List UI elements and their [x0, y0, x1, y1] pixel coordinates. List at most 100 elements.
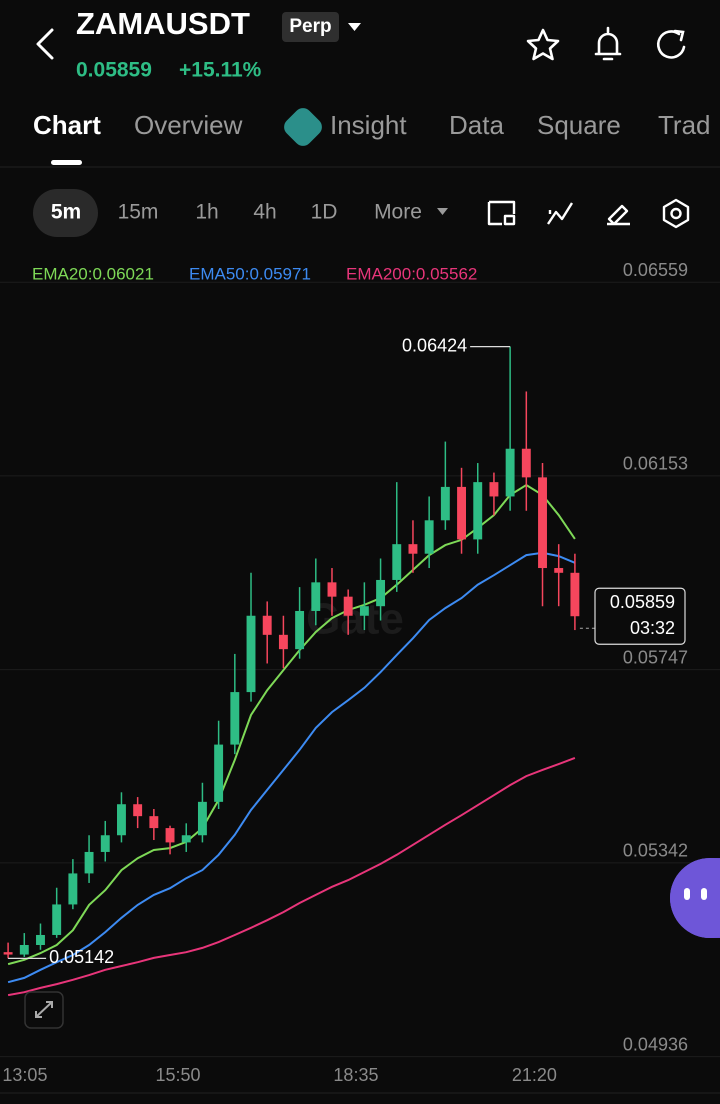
tab-bar: Chart Overview Insight Data Square Trad [33, 104, 711, 149]
candle-body [197, 801, 207, 836]
badge-bg [282, 12, 339, 42]
candle-body [359, 606, 369, 616]
alert-button[interactable] [594, 26, 622, 61]
timeframe-selected[interactable] [33, 189, 98, 237]
timeframe[interactable]: 5m [51, 201, 81, 224]
candle-body [570, 572, 580, 617]
chart: Gate 0.06559 0.06153 0.05747 0.05342 0.04936 1… [0, 260, 720, 1085]
price-tag-countdown: 03:32 [630, 618, 675, 638]
symbol[interactable]: ZAMAUSDT [76, 6, 250, 41]
candle-body [392, 544, 402, 580]
refresh-button[interactable] [656, 29, 686, 59]
candle-body [311, 582, 321, 611]
candle-body [457, 486, 466, 540]
candle-body [230, 692, 240, 745]
price-tag-value: 0.05859 [610, 592, 675, 612]
candle-body [489, 482, 499, 497]
tab[interactable]: Data [449, 110, 504, 140]
candle-body [473, 482, 483, 540]
timeframe[interactable]: 1h [195, 201, 218, 224]
timeframe[interactable]: 4h [253, 201, 276, 224]
candle-body [440, 486, 450, 521]
tab-indicator [51, 160, 82, 165]
candle-body [149, 816, 159, 829]
low-label: 0.05142 [49, 947, 114, 967]
timeframe[interactable]: More [374, 201, 422, 224]
back-button[interactable] [36, 28, 54, 60]
settings-icon[interactable] [670, 207, 682, 220]
symbol-dropdown[interactable] [348, 23, 361, 31]
candle-body [327, 582, 337, 597]
toolbar [487, 198, 690, 229]
y-tick-label: 0.05342 [623, 841, 688, 861]
candle-body [181, 835, 191, 843]
ema-line [7, 756, 576, 997]
candle-body [36, 934, 45, 945]
ema-line [7, 551, 576, 984]
candle-body [246, 615, 256, 693]
badge: Perp [289, 16, 331, 37]
x-tick-label: 13:05 [2, 1065, 47, 1085]
y-tick-label: 0.04936 [623, 1034, 688, 1054]
refresh-arrow[interactable] [673, 29, 685, 42]
tab[interactable]: Square [537, 110, 621, 140]
candle-body [68, 873, 78, 905]
x-tick-label: 21:20 [512, 1065, 557, 1085]
tab[interactable]: Overview [134, 110, 243, 140]
candle-body [3, 952, 13, 955]
candle-body [343, 596, 353, 616]
legend-entry: EMA20:0.06021 [32, 264, 154, 283]
tab[interactable]: Chart [33, 110, 101, 140]
last-price: 0.05859 [76, 59, 152, 82]
candle-body [538, 477, 547, 569]
legend-entry: EMA50:0.05971 [189, 264, 311, 283]
candle-body [278, 634, 288, 650]
timeframe[interactable]: 1D [311, 201, 338, 224]
expand-icon[interactable] [35, 1001, 53, 1018]
candle-body [133, 804, 143, 817]
price-change: +15.11% [179, 59, 262, 82]
watermark: Gate [306, 595, 404, 644]
price-tag [594, 587, 686, 645]
candle-body [84, 851, 94, 874]
tab[interactable]: Insight [330, 110, 407, 140]
y-tick-label: 0.06559 [623, 260, 688, 280]
tab[interactable]: Trad [658, 110, 711, 140]
timeframe-bar: 5m 15m 1h 4h 1D More [33, 189, 448, 237]
x-tick-label: 18:35 [333, 1065, 378, 1085]
timeframe[interactable]: 15m [118, 201, 159, 224]
candle-body [100, 835, 110, 852]
assistant-eye [701, 888, 707, 900]
x-tick-label: 15:50 [155, 1065, 200, 1085]
candle-body [214, 744, 224, 802]
assistant-bubble[interactable] [670, 858, 720, 938]
y-tick-label: 0.05747 [623, 647, 688, 667]
candle-body [262, 615, 272, 635]
candle-body [376, 579, 386, 607]
indicator-button[interactable] [487, 200, 516, 226]
more-dropdown[interactable] [437, 208, 448, 215]
draw-button[interactable] [607, 204, 630, 226]
candle-body [424, 520, 434, 554]
candle-body [19, 945, 29, 955]
legend-entry: EMA200:0.05562 [346, 264, 477, 283]
settings-button[interactable] [662, 198, 690, 229]
assistant-eye [684, 888, 690, 900]
bell[interactable] [594, 32, 622, 56]
candle-body [521, 448, 531, 478]
chart-type-button[interactable] [547, 202, 574, 225]
candle-body [165, 828, 175, 843]
insight-icon[interactable] [280, 104, 325, 149]
favorite-button[interactable] [526, 28, 560, 61]
candle-body [117, 804, 126, 836]
y-tick-label: 0.06153 [623, 454, 688, 474]
candle-body [52, 904, 62, 935]
indicator-icon[interactable] [503, 214, 516, 226]
refresh-arc[interactable] [656, 30, 686, 59]
high-label: 0.06424 [402, 335, 467, 355]
candle-body [408, 544, 418, 554]
candle-body [295, 610, 305, 650]
candle-body [505, 448, 515, 497]
